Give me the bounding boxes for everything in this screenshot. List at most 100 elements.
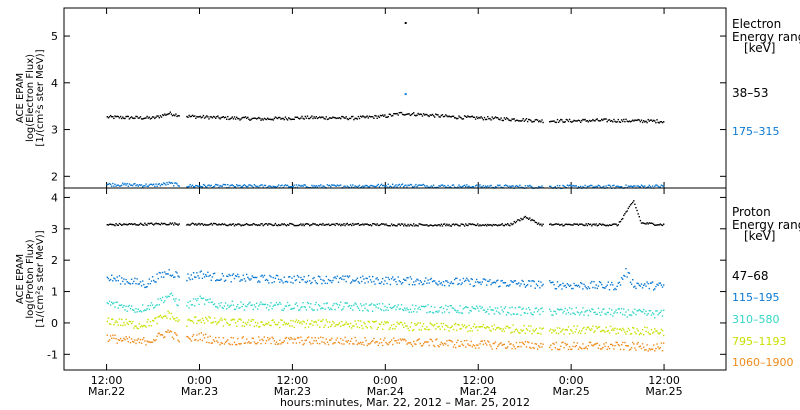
proton-point-0-423 [586,224,588,227]
electron-point-0-155 [284,116,287,118]
proton-point-3-476 [645,330,647,333]
proton-point-4-109 [233,341,236,343]
proton-point-1-464 [632,279,634,281]
electron-point-0-229 [366,115,368,117]
proton-point-1-256 [396,283,398,286]
proton-point-4-329 [477,344,479,346]
proton-point-3-30 [139,326,142,328]
proton-point-2-37 [147,305,149,307]
proton-point-2-168 [299,309,301,311]
proton-point-3-111 [236,325,238,327]
proton-point-1-474 [643,284,645,286]
proton-point-3-285 [428,328,430,331]
proton-point-1-451 [617,282,619,284]
electron-point-0-442 [607,119,609,121]
proton-point-3-157 [286,323,289,326]
proton-point-1-480 [649,282,652,284]
proton-point-3-45 [156,322,158,325]
proton-point-4-92 [215,336,217,339]
proton-point-1-31 [140,285,143,287]
proton-point-4-243 [382,344,384,347]
proton-point-1-205 [340,277,342,279]
electron-point-1-180 [312,186,314,188]
electron-point-1-254 [394,185,396,187]
proton-point-0-130 [257,224,259,227]
proton-point-2-254 [394,304,396,307]
proton-point-4-310 [456,341,458,344]
proton-point-3-224 [361,325,363,327]
proton-point-3-418 [581,330,583,332]
proton-point-4-206 [341,343,343,345]
electron-point-1-163 [293,184,295,186]
proton-point-1-79 [200,270,202,272]
proton-point-3-380 [533,331,535,333]
proton-point-3-338 [487,326,489,328]
electron-point-1-62 [175,182,177,184]
proton-point-1-0 [106,276,108,278]
proton-point-0-204 [338,223,341,225]
proton-point-1-438 [603,287,605,289]
proton-point-2-115 [240,301,242,303]
proton-point-1-195 [328,279,331,282]
proton-point-3-294 [438,325,440,328]
proton-point-1-103 [227,275,229,278]
electron-point-1-276 [418,184,420,186]
proton-point-0-484 [654,224,656,226]
electron-point-1-282 [425,186,427,189]
electron-point-1-25 [134,183,136,185]
proton-point-4-98 [221,342,223,345]
proton-point-0-487 [657,224,659,226]
proton-point-2-319 [466,306,468,308]
electron-point-0-69 [189,115,191,118]
proton-point-4-487 [657,346,659,348]
proton-point-3-90 [212,321,215,323]
proton-point-0-359 [510,222,512,225]
proton-point-1-278 [420,281,423,283]
electron-point-1-284 [427,186,429,188]
proton-point-4-381 [534,343,536,345]
proton-point-3-44 [155,317,157,319]
electron-point-1-471 [639,186,642,188]
proton-point-0-169 [300,223,302,225]
proton-point-1-108 [232,273,235,275]
electron-point-0-145 [273,117,275,120]
proton-point-2-371 [523,312,525,314]
proton-point-0-50 [161,223,164,225]
proton-point-2-300 [445,304,447,307]
proton-point-3-36 [146,321,148,323]
proton-point-2-38 [148,308,150,311]
proton-point-1-400 [561,288,563,290]
proton-point-3-218 [354,320,356,322]
proton-point-0-68 [188,224,190,226]
proton-point-4-13 [121,340,123,342]
electron-point-0-247 [386,116,388,118]
proton-point-2-386 [540,308,542,310]
electron-point-0-24 [133,117,135,120]
proton-point-3-264 [405,325,407,327]
proton-point-1-245 [384,280,386,282]
proton-point-2-144 [272,305,274,308]
proton-point-0-101 [224,224,227,226]
proton-point-3-367 [519,332,521,334]
electron-point-0-320 [467,115,469,117]
electron-point-0-128 [254,117,257,119]
proton-point-1-333 [481,281,483,283]
electron-point-1-443 [608,184,611,186]
proton-point-0-53 [165,223,167,226]
proton-point-1-370 [522,280,524,283]
proton-point-4-415 [577,348,580,350]
proton-point-2-200 [334,308,336,311]
proton-point-0-461 [628,205,631,208]
proton-point-2-354 [504,306,507,308]
proton-point-1-114 [239,280,241,282]
electron-point-0-141 [269,118,271,120]
electron-point-0-263 [404,114,406,116]
electron-point-0-352 [502,119,504,122]
proton-point-0-332 [480,225,482,227]
proton-point-2-159 [289,304,291,306]
proton-point-3-1 [107,317,110,319]
proton-point-0-193 [326,223,329,226]
proton-point-3-33 [143,324,145,327]
electron-point-1-51 [163,182,165,184]
electron-point-1-6 [113,185,115,187]
